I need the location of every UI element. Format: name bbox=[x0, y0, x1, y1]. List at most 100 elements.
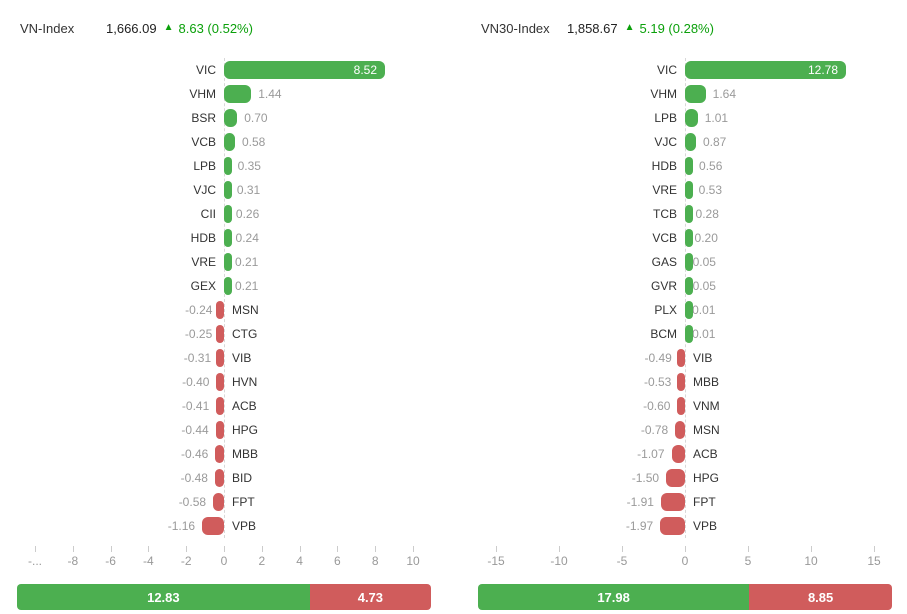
gain-bar-vre[interactable] bbox=[224, 253, 232, 271]
gain-bar-lpb[interactable] bbox=[685, 109, 698, 127]
bar-row-mbb: MBB -0.53 bbox=[496, 370, 874, 394]
bar-row-vjc: VJC 0.31 bbox=[35, 178, 413, 202]
value-label: 12.78 bbox=[807, 63, 839, 77]
bar-row-vib: VIB -0.49 bbox=[496, 346, 874, 370]
loss-bar-vpb[interactable] bbox=[202, 517, 224, 535]
axis-tick bbox=[35, 546, 36, 552]
ticker-label: VPB bbox=[232, 519, 257, 533]
ticker-label: LPB bbox=[193, 159, 216, 173]
gain-bar-vre[interactable] bbox=[685, 181, 693, 199]
value-label: 0.21 bbox=[234, 279, 259, 293]
index-title: VN30-Index bbox=[481, 20, 550, 36]
loss-bar-fpt[interactable] bbox=[660, 493, 685, 511]
ticker-label: VJC bbox=[193, 183, 216, 197]
bar-row-hdb: HDB 0.24 bbox=[35, 226, 413, 250]
gain-bar-vcb[interactable] bbox=[685, 229, 693, 247]
loss-bar-acb[interactable] bbox=[671, 445, 685, 463]
axis-tick-label: 10 bbox=[406, 554, 420, 568]
loss-bar-bid[interactable] bbox=[214, 469, 224, 487]
axis-tick-label: -4 bbox=[143, 554, 154, 568]
loss-bar-mbb[interactable] bbox=[677, 373, 685, 391]
gain-bar-gex[interactable] bbox=[224, 277, 232, 295]
gain-bar-vhm[interactable] bbox=[685, 85, 706, 103]
value-label: -0.48 bbox=[180, 471, 208, 485]
axis-tick-label: 5 bbox=[744, 554, 752, 568]
up-arrow-icon: ▲ bbox=[624, 22, 635, 33]
vn30-index-header: VN30-Index 1,858.67 ▲ 5.19 (0.28%) bbox=[478, 18, 892, 38]
ticker-label: HVN bbox=[232, 375, 258, 389]
ticker-label: MSN bbox=[232, 303, 259, 317]
bar-row-vpb: VPB -1.16 bbox=[35, 514, 413, 538]
gain-bar-bsr[interactable] bbox=[224, 109, 238, 127]
axis-tick bbox=[261, 546, 263, 552]
gain-bar-tcb[interactable] bbox=[685, 205, 693, 223]
axis-tick-label: -2 bbox=[180, 554, 192, 568]
value-label: 1.44 bbox=[258, 87, 282, 101]
value-label: 0.05 bbox=[692, 255, 716, 269]
value-label: 0.24 bbox=[235, 231, 259, 245]
index-change: 8.63 (0.52%) bbox=[178, 20, 253, 36]
bar-row-vnm: VNM -0.60 bbox=[496, 394, 874, 418]
gain-bar-vic[interactable]: 12.78 bbox=[685, 61, 847, 79]
gain-bar-gas[interactable] bbox=[685, 253, 693, 271]
value-label: 0.56 bbox=[699, 159, 723, 173]
gain-bar-lpb[interactable] bbox=[224, 157, 232, 175]
gain-bar-vic[interactable]: 8.52 bbox=[224, 61, 386, 79]
bar-row-plx: PLX 0.01 bbox=[496, 298, 874, 322]
loss-bar-vib[interactable] bbox=[216, 349, 224, 367]
ticker-label: VJC bbox=[654, 135, 677, 149]
gain-bar-vcb[interactable] bbox=[224, 133, 235, 151]
bar-row-vic: VIC 12.78 bbox=[496, 58, 874, 82]
gain-bar-gvr[interactable] bbox=[685, 277, 693, 295]
axis-tick bbox=[299, 546, 301, 552]
bar-row-fpt: FPT -1.91 bbox=[496, 490, 874, 514]
axis-tick-label: -5 bbox=[616, 554, 628, 568]
vn30-index-totals-bar: 17.98 8.85 bbox=[478, 584, 892, 610]
loss-bar-mbb[interactable] bbox=[215, 445, 224, 463]
loss-bar-hvn[interactable] bbox=[216, 373, 224, 391]
ticker-label: HPG bbox=[693, 471, 720, 485]
gain-bar-hdb[interactable] bbox=[685, 157, 693, 175]
axis-tick bbox=[72, 546, 74, 552]
loss-bar-hpg[interactable] bbox=[666, 469, 685, 487]
bar-row-msn: MSN -0.78 bbox=[496, 418, 874, 442]
ticker-label: VHM bbox=[650, 87, 677, 101]
loss-bar-vib[interactable] bbox=[677, 349, 685, 367]
gain-bar-hdb[interactable] bbox=[224, 229, 232, 247]
axis-tick-label: 2 bbox=[258, 554, 266, 568]
total-losers-value: 8.85 bbox=[807, 589, 834, 605]
ticker-label: GAS bbox=[651, 255, 677, 269]
loss-bar-vnm[interactable] bbox=[677, 397, 685, 415]
loss-bar-msn[interactable] bbox=[216, 301, 224, 319]
axis-tick bbox=[148, 546, 150, 552]
gain-bar-plx[interactable] bbox=[685, 301, 693, 319]
gain-bar-vjc[interactable] bbox=[224, 181, 232, 199]
loss-bar-msn[interactable] bbox=[675, 421, 685, 439]
loss-bar-vpb[interactable] bbox=[660, 517, 685, 535]
vn30-index-chart: VIC 12.78 VHM 1.64 LPB 1.01 VJC 0.87 HDB 0.56 VRE 0… bbox=[478, 58, 892, 538]
bar-row-vhm: VHM 1.64 bbox=[496, 82, 874, 106]
gain-bar-cii[interactable] bbox=[224, 205, 232, 223]
bar-row-lpb: LPB 0.35 bbox=[35, 154, 413, 178]
loss-bar-hpg[interactable] bbox=[215, 421, 224, 439]
loss-bar-ctg[interactable] bbox=[216, 325, 224, 343]
value-label: 0.87 bbox=[702, 135, 727, 149]
ticker-label: LPB bbox=[654, 111, 677, 125]
value-label: -1.16 bbox=[167, 519, 196, 533]
axis-tick bbox=[413, 546, 414, 552]
ticker-label: BCM bbox=[650, 327, 677, 341]
bar-row-hvn: HVN -0.40 bbox=[35, 370, 413, 394]
ticker-label: VNM bbox=[693, 399, 720, 413]
gain-bar-vjc[interactable] bbox=[685, 133, 696, 151]
value-label: 1.01 bbox=[704, 111, 729, 125]
loss-bar-fpt[interactable] bbox=[213, 493, 224, 511]
loss-bar-acb[interactable] bbox=[216, 397, 224, 415]
gain-bar-vhm[interactable] bbox=[224, 85, 252, 103]
index-change: 5.19 (0.28%) bbox=[639, 20, 714, 36]
value-label: 0.01 bbox=[692, 303, 716, 317]
axis-tick bbox=[496, 546, 497, 552]
ticker-label: CII bbox=[200, 207, 216, 221]
gain-bar-bcm[interactable] bbox=[685, 325, 693, 343]
ticker-label: PLX bbox=[654, 303, 677, 317]
bar-row-gex: GEX 0.21 bbox=[35, 274, 413, 298]
